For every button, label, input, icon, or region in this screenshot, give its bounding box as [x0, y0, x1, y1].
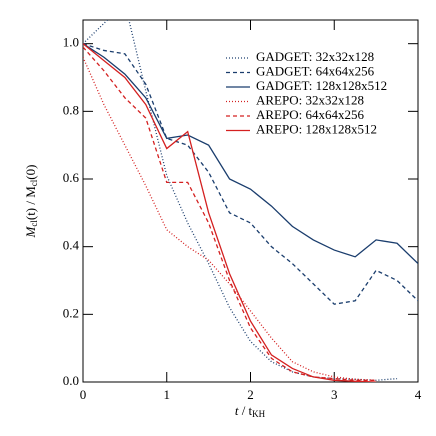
series-line — [83, 46, 377, 381]
x-tick-label: 0 — [80, 387, 87, 402]
plot-lines — [83, 20, 418, 382]
y-tick-label: 0.0 — [63, 373, 79, 388]
y-tick-label: 0.2 — [63, 305, 79, 320]
x-label-part: t — [235, 403, 239, 418]
legend-label: GADGET: 32x32x128 — [256, 49, 374, 64]
legend-label: AREPO: 128x128x512 — [256, 121, 377, 136]
legend-label: AREPO: 32x32x128 — [256, 92, 364, 107]
x-label-sub: KH — [252, 409, 265, 419]
legend-label: GADGET: 128x128x512 — [256, 78, 387, 93]
x-tick-label: 1 — [164, 387, 171, 402]
y-tick-label: 0.6 — [63, 170, 80, 185]
y-label-part: M — [23, 225, 38, 238]
y-label-part: (0) — [23, 165, 38, 180]
y-tick-label: 0.8 — [63, 102, 79, 117]
y-tick-label: 0.4 — [63, 238, 80, 253]
x-tick-label: 2 — [247, 387, 254, 402]
x-tick-label: 4 — [415, 387, 422, 402]
y-label-sub: cl — [29, 220, 39, 227]
series-line — [83, 43, 377, 382]
x-label-part: / t — [238, 403, 252, 418]
y-axis-label: Mcl(t) / Mcl(0) — [23, 165, 39, 239]
x-tick-label: 3 — [331, 387, 338, 402]
series-line — [83, 43, 418, 265]
series-line — [83, 43, 418, 305]
y-label-part: (t) / M — [23, 186, 38, 220]
x-axis-label: t / tKH — [235, 403, 266, 419]
y-tick-label: 1.0 — [63, 35, 79, 50]
legend-label: GADGET: 64x64x256 — [256, 63, 375, 78]
legend-label: AREPO: 64x64x256 — [256, 107, 364, 122]
y-label-sub: cl — [29, 179, 39, 186]
